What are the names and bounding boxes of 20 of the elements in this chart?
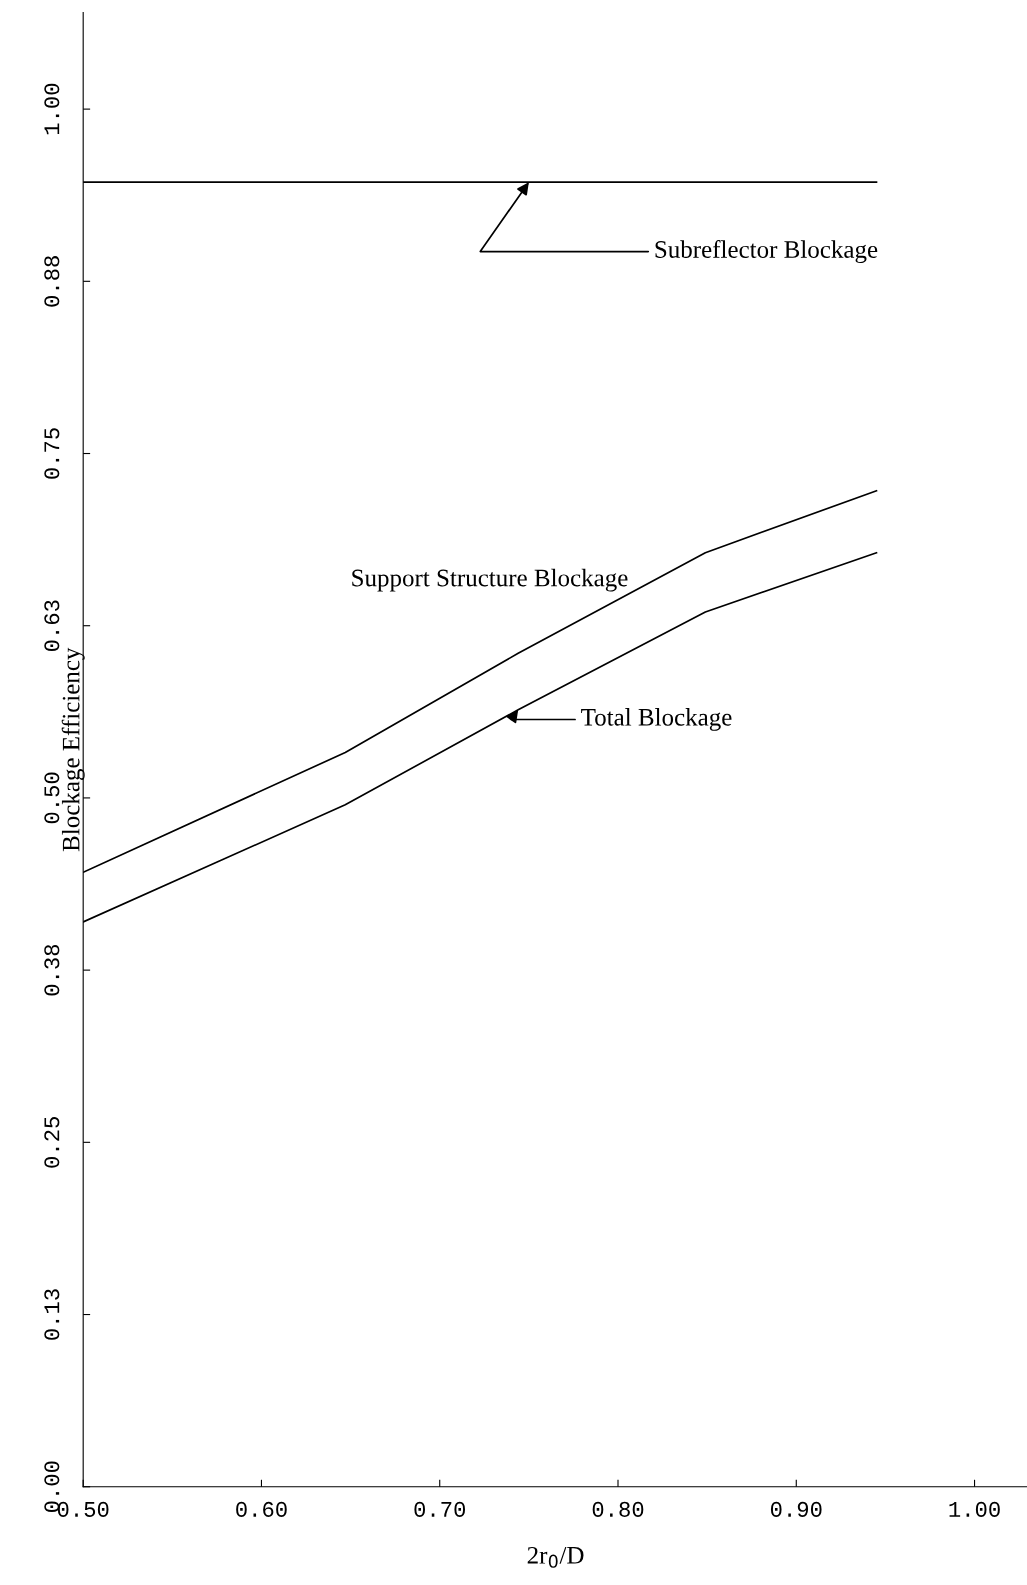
x-tick-label: 0.60 [236, 1501, 287, 1517]
x-axis-title: 2r$_{0}$/D [527, 1546, 584, 1568]
annotation: Total Blockage [581, 708, 732, 731]
annotation: Support Structure Blockage [352, 568, 628, 592]
y-tick-label: 0.25 [44, 1117, 60, 1168]
y-tick-label: 0.88 [44, 256, 60, 307]
x-tick-label: 0.70 [414, 1501, 466, 1517]
y-tick-label: 0.75 [44, 428, 60, 479]
y-tick-label: 0.13 [44, 1289, 60, 1340]
y-tick-label: 0.50 [44, 772, 60, 824]
x-tick-label: 0.90 [770, 1501, 822, 1517]
y-tick-label: 0.63 [44, 600, 60, 652]
annotation: Subreflector Blockage [655, 240, 878, 264]
y-tick-label: 0.38 [44, 944, 60, 996]
y-axis-title: Blockage Efficiency [61, 647, 85, 852]
x-tick-label: 0.80 [592, 1501, 644, 1517]
x-tick-label: 1.00 [949, 1501, 1000, 1517]
y-tick-label: 1.00 [44, 83, 60, 135]
y-tick-label: 0.00 [44, 1461, 60, 1513]
x-tick-label: 0.50 [57, 1501, 109, 1517]
